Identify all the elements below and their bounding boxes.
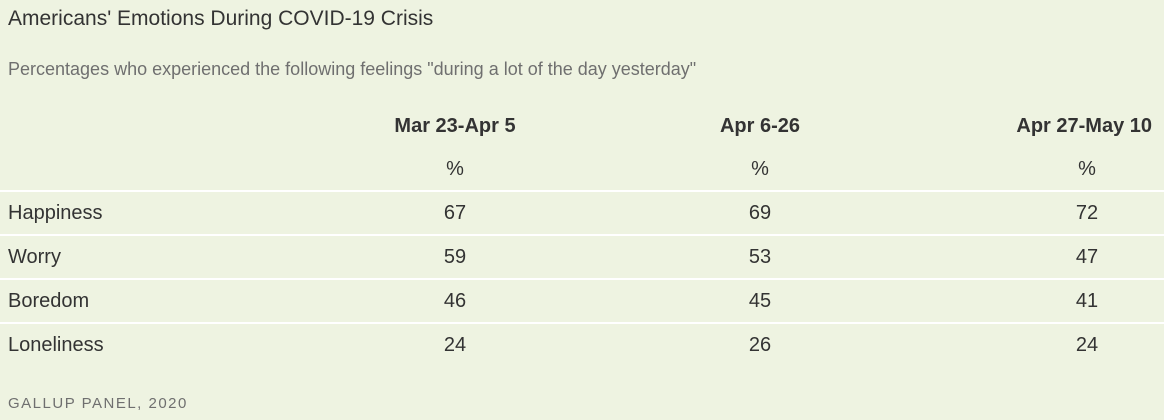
value-cell: 59 [443,245,467,268]
emotions-table: Mar 23-Apr 5 Apr 6-26 Apr 27-May 10 % % … [0,104,1164,367]
empty-unit-cell [0,148,308,191]
value-cell-wrap: 24 [918,323,1164,367]
value-cell: 41 [1075,289,1099,312]
unit-cell: % [446,157,464,180]
value-cell: 67 [443,201,467,224]
table-row: Loneliness 24 26 24 [0,323,1164,367]
source-note: GALLUP PANEL, 2020 [8,395,188,412]
row-label: Worry [8,245,61,268]
unit-cell: % [751,157,769,180]
value-cell: 26 [748,334,772,356]
value-cell: 45 [748,289,772,312]
column-header: Apr 6-26 [719,114,801,137]
value-cell: 24 [443,334,467,356]
chart-title: Americans' Emotions During COVID-19 Cris… [8,7,434,30]
row-label: Boredom [8,289,90,312]
chart-subtitle: Percentages who experienced the followin… [8,59,697,79]
table-row: Worry 59 53 47 [0,235,1164,279]
row-label: Happiness [8,201,103,224]
value-cell-wrap: 72 [918,191,1164,235]
column-header: Mar 23-Apr 5 [394,114,516,137]
unit-row: % % % [0,148,1164,191]
value-cell-wrap: 47 [918,235,1164,279]
row-label: Loneliness [8,334,104,356]
column-header: Apr 27-May 10 [1016,114,1152,137]
unit-cell: % [1078,157,1096,180]
value-cell: 24 [1075,334,1099,356]
value-cell: 46 [443,289,467,312]
table-row: Boredom 46 45 41 [0,279,1164,323]
value-cell: 53 [748,245,772,268]
column-header-row: Mar 23-Apr 5 Apr 6-26 Apr 27-May 10 [0,104,1164,148]
unit-cell-wrap: % [918,148,1164,191]
table-row: Happiness 67 69 72 [0,191,1164,235]
value-cell: 69 [748,201,772,224]
empty-header-cell [0,104,308,148]
value-cell-wrap: 41 [918,279,1164,323]
value-cell: 72 [1075,201,1099,224]
value-cell: 47 [1075,245,1099,268]
